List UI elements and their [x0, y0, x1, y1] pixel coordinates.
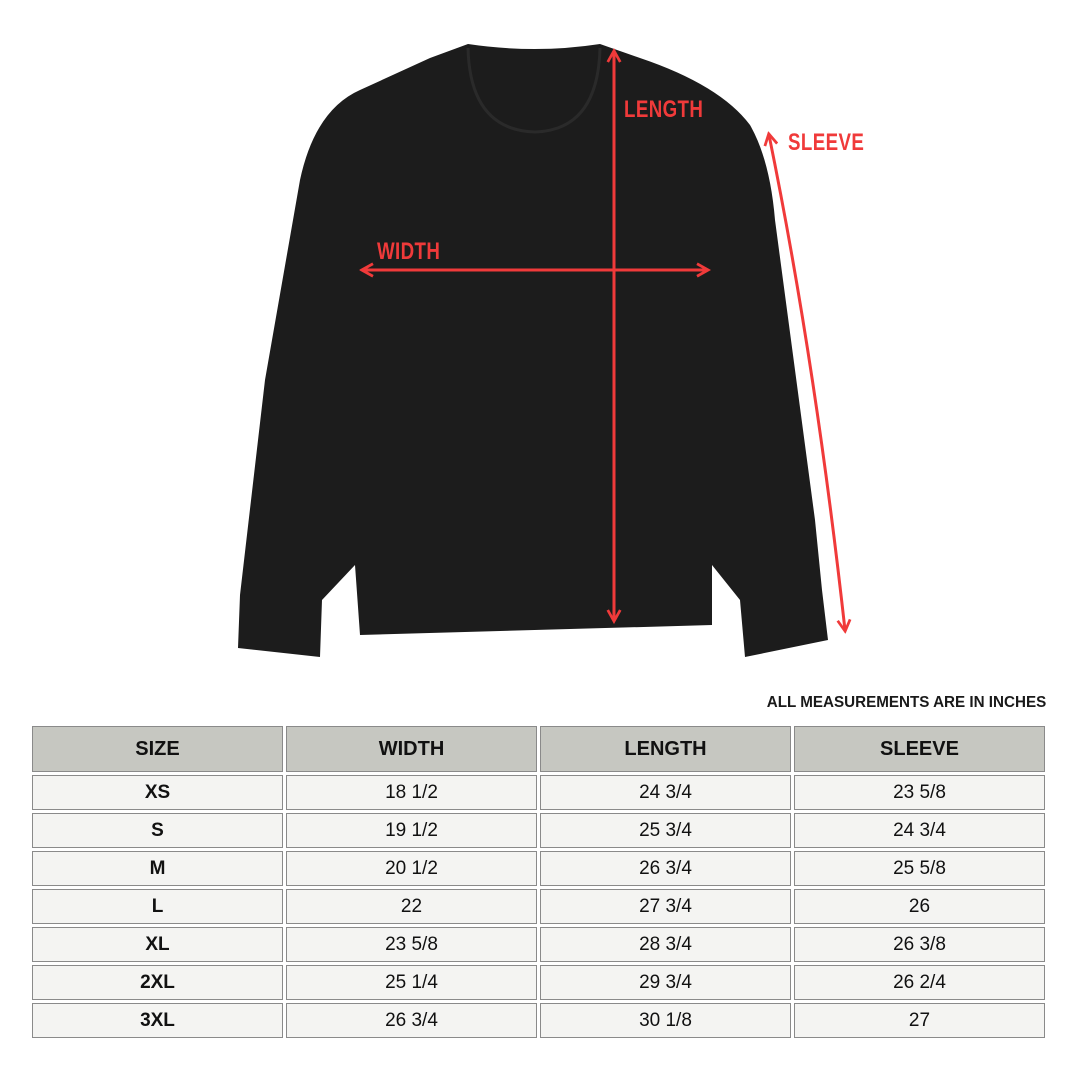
table-row: L 22 27 3/4 26: [32, 889, 1045, 924]
cell-width: 25 1/4: [286, 965, 537, 1000]
header-size: SIZE: [32, 726, 283, 772]
width-label: WIDTH: [377, 238, 441, 265]
cell-length: 28 3/4: [540, 927, 791, 962]
header-sleeve: SLEEVE: [794, 726, 1045, 772]
sleeve-label: SLEEVE: [788, 129, 865, 156]
cell-sleeve: 26: [794, 889, 1045, 924]
table-row: S 19 1/2 25 3/4 24 3/4: [32, 813, 1045, 848]
cell-size: L: [32, 889, 283, 924]
size-chart-table: SIZE WIDTH LENGTH SLEEVE XS 18 1/2 24 3/4 2…: [29, 723, 1048, 1041]
sleeve-arrow: [769, 135, 845, 630]
cell-size: XS: [32, 775, 283, 810]
table-row: XL 23 5/8 28 3/4 26 3/8: [32, 927, 1045, 962]
cell-width: 19 1/2: [286, 813, 537, 848]
table-row: M 20 1/2 26 3/4 25 5/8: [32, 851, 1045, 886]
units-note: ALL MEASUREMENTS ARE IN INCHES: [766, 694, 1046, 711]
header-width: WIDTH: [286, 726, 537, 772]
table-header-row: SIZE WIDTH LENGTH SLEEVE: [32, 726, 1045, 772]
cell-length: 25 3/4: [540, 813, 791, 848]
sweater-diagram: [238, 44, 1080, 657]
cell-size: S: [32, 813, 283, 848]
cell-size: 3XL: [32, 1003, 283, 1038]
cell-sleeve: 26 3/8: [794, 927, 1045, 962]
cell-length: 27 3/4: [540, 889, 791, 924]
cell-width: 22: [286, 889, 537, 924]
cell-width: 18 1/2: [286, 775, 537, 810]
cell-size: XL: [32, 927, 283, 962]
cell-sleeve: 26 2/4: [794, 965, 1045, 1000]
cell-sleeve: 23 5/8: [794, 775, 1045, 810]
cell-sleeve: 24 3/4: [794, 813, 1045, 848]
cell-width: 23 5/8: [286, 927, 537, 962]
cell-length: 26 3/4: [540, 851, 791, 886]
table-row: 3XL 26 3/4 30 1/8 27: [32, 1003, 1045, 1038]
cell-length: 24 3/4: [540, 775, 791, 810]
cell-length: 29 3/4: [540, 965, 791, 1000]
cell-sleeve: 27: [794, 1003, 1045, 1038]
cell-size: 2XL: [32, 965, 283, 1000]
cell-width: 26 3/4: [286, 1003, 537, 1038]
length-label: LENGTH: [624, 96, 704, 123]
cell-size: M: [32, 851, 283, 886]
sweater-illustration: [238, 44, 828, 657]
header-length: LENGTH: [540, 726, 791, 772]
table-row: XS 18 1/2 24 3/4 23 5/8: [32, 775, 1045, 810]
table-row: 2XL 25 1/4 29 3/4 26 2/4: [32, 965, 1045, 1000]
cell-length: 30 1/8: [540, 1003, 791, 1038]
neckline: [466, 47, 602, 134]
cell-width: 20 1/2: [286, 851, 537, 886]
cell-sleeve: 25 5/8: [794, 851, 1045, 886]
